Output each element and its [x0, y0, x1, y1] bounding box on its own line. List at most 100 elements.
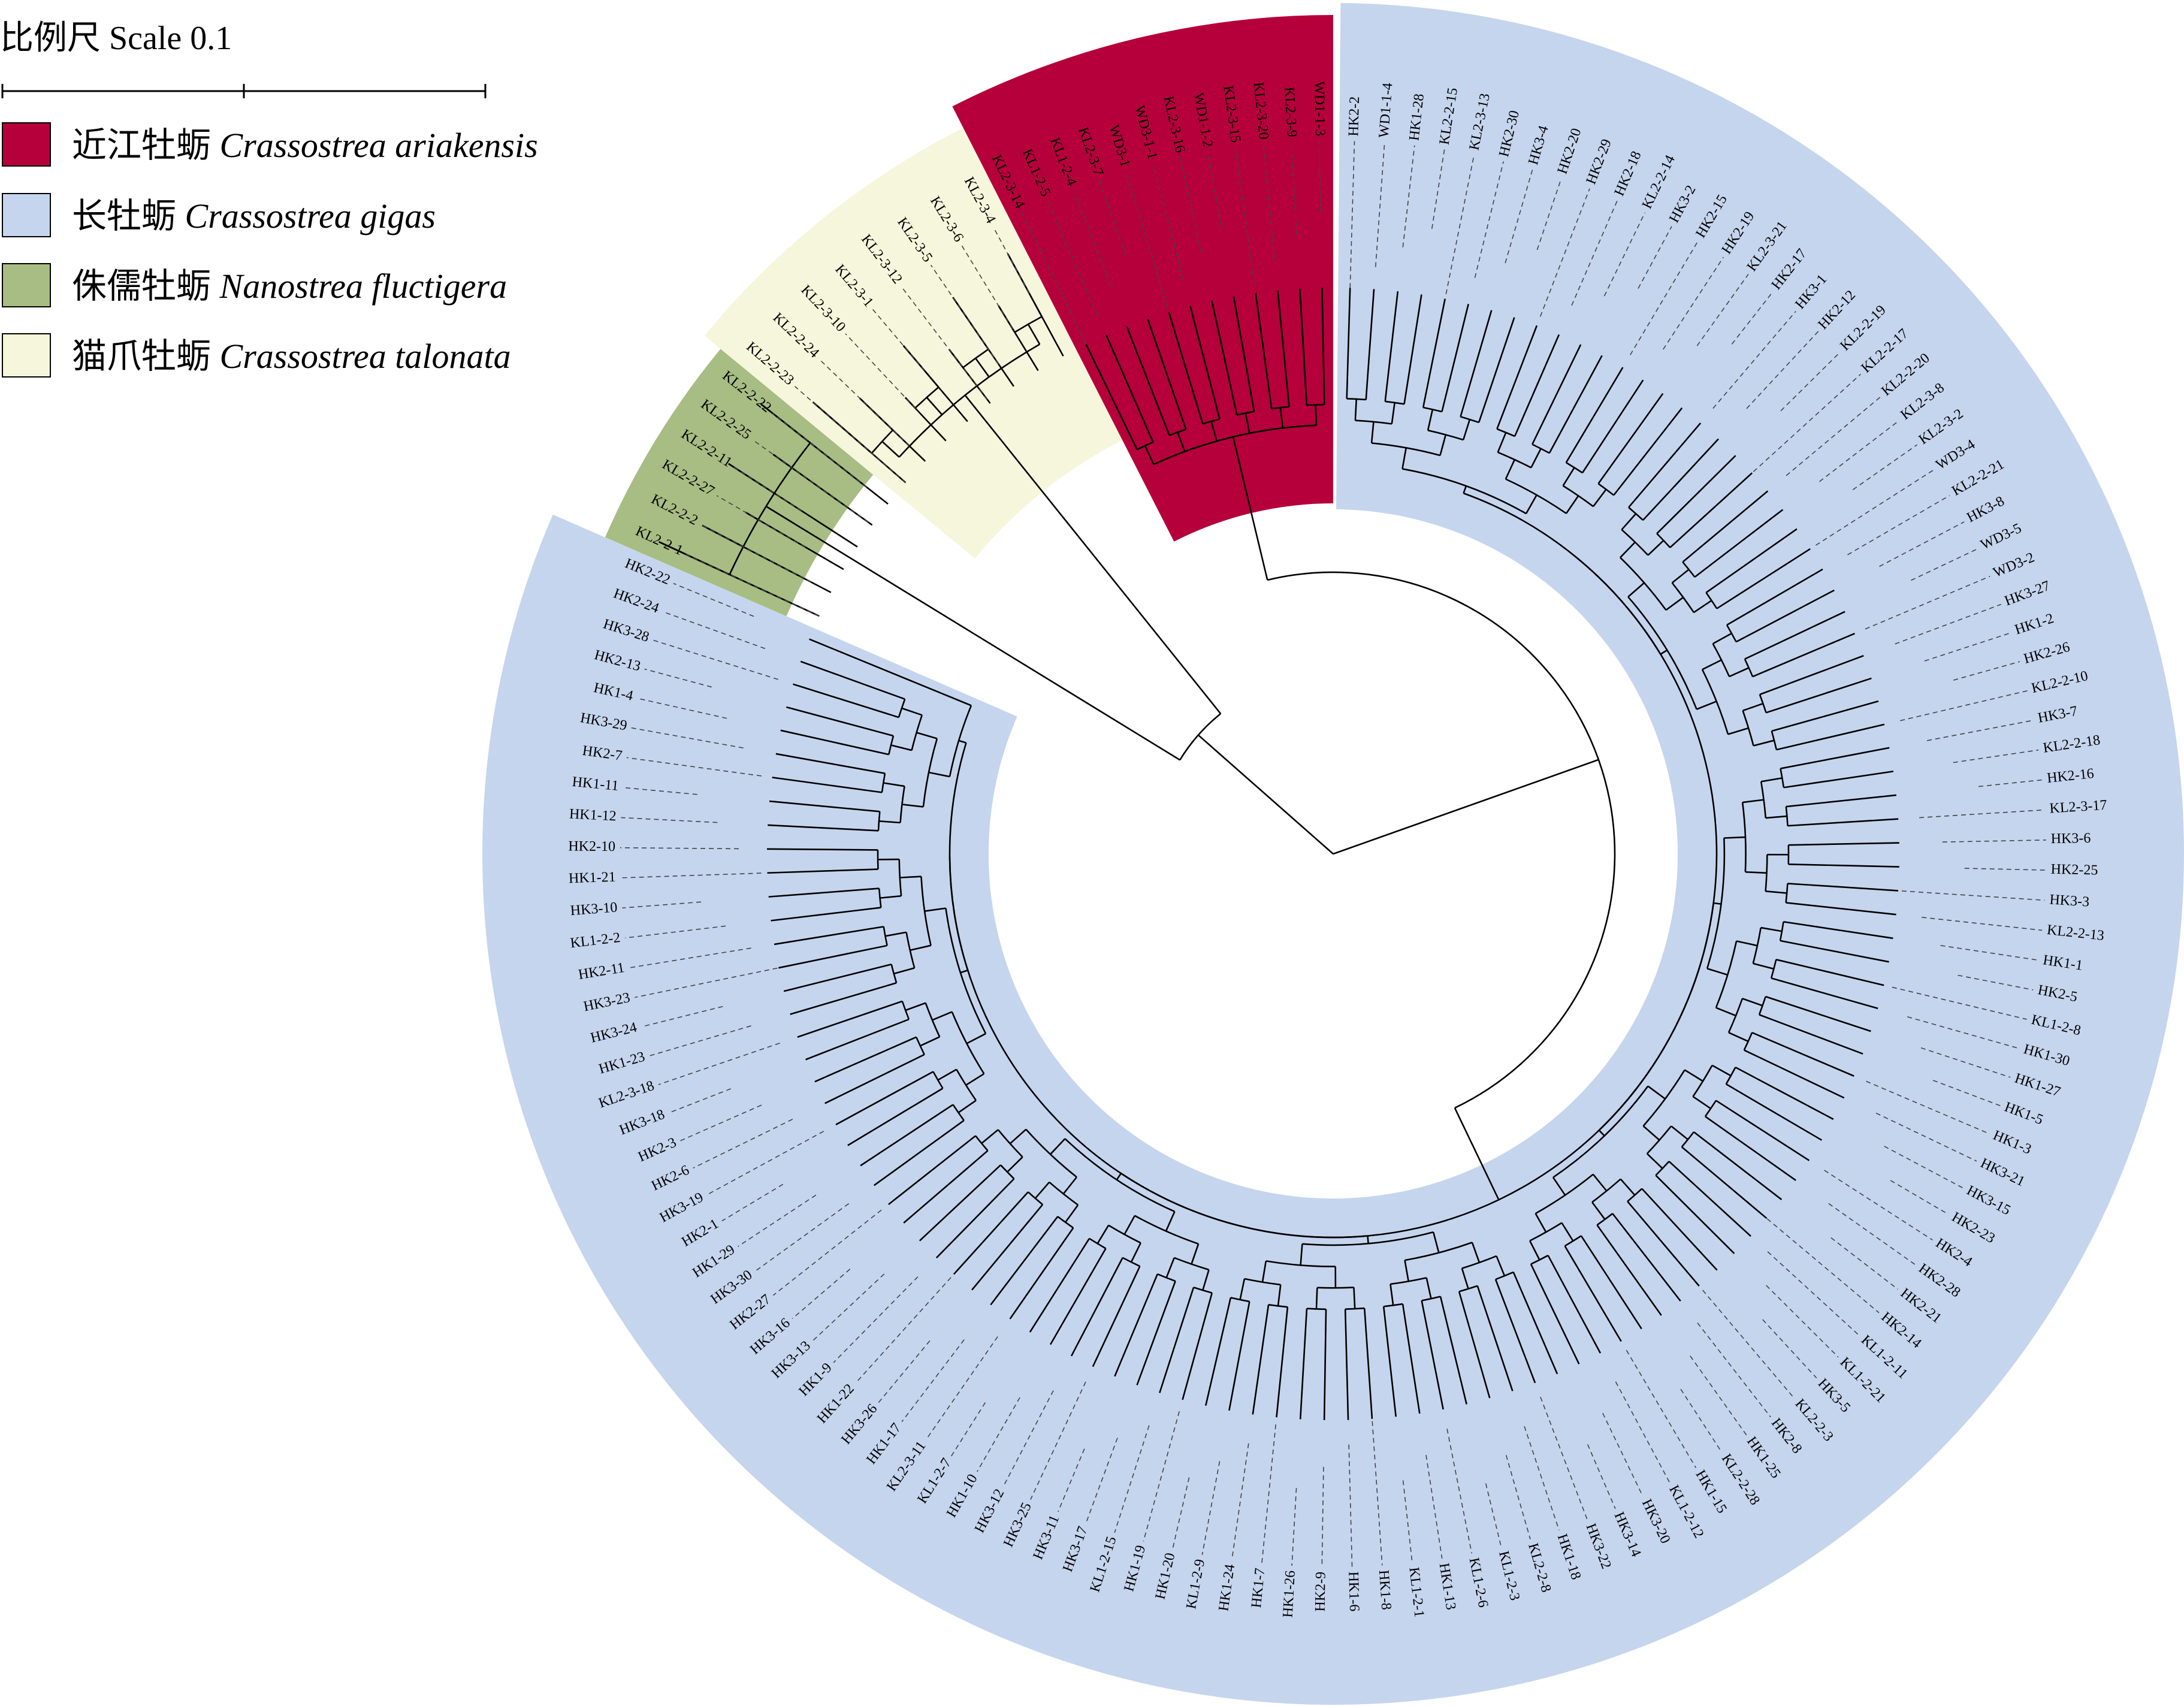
leaf-connector [772, 413, 868, 488]
fluctigera-stem [765, 505, 802, 529]
leaf-connector [1262, 144, 1275, 259]
gigas-branch [1530, 448, 1542, 469]
gigas-branch [901, 707, 923, 716]
backbone-stem-ft [1198, 734, 1316, 839]
gigas-branch [1647, 539, 1665, 556]
leaf-connector [1895, 603, 2002, 645]
gigas-tip-branch [1862, 794, 1897, 800]
leaf-connector [1425, 1454, 1443, 1559]
gigas-branch [1101, 1248, 1107, 1255]
leaf-label-gigas: HK1-6 [1345, 1571, 1362, 1611]
gigas-branch [1514, 428, 1519, 437]
gigas-branch [1427, 409, 1434, 431]
gigas-branch [1775, 959, 1814, 970]
gigas-tip-branch [778, 949, 869, 969]
gigas-branch [947, 1164, 1001, 1215]
leaf-connector [637, 698, 727, 719]
gigas-branch [802, 849, 878, 851]
gigas-branch [1655, 1174, 1697, 1216]
leaf-connector [1865, 576, 1990, 630]
gigas-tip-branch [1569, 1254, 1622, 1342]
leaf-connector [1630, 241, 1699, 355]
gigas-branch [1765, 995, 1811, 1012]
leaf-label-gigas: HK3-3 [2049, 892, 2090, 910]
gigas-branch-arc [1591, 1178, 1621, 1203]
leaf-connector [901, 286, 988, 400]
gigas-tip-branch [767, 848, 802, 850]
svg-text:侏儒牡蛎 Nanostr: 侏儒牡蛎 Nanostrea fluctigera [72, 267, 507, 306]
ariakensis-branch [1144, 445, 1155, 465]
leaf-connector [1114, 1425, 1150, 1533]
ariakensis-tip-branch [1211, 300, 1231, 385]
ariakensis-branch-arc [1137, 441, 1153, 451]
gigas-branch [1227, 1297, 1232, 1312]
gigas-tip-branch [1802, 1053, 1854, 1077]
leaf-connector [653, 639, 778, 680]
ariakensis-tip-branch [1189, 306, 1205, 359]
gigas-branch [1735, 1066, 1792, 1098]
gigas-tip-branch [1671, 438, 1719, 491]
gigas-branch [1531, 400, 1554, 445]
ariakensis-stem [1232, 436, 1244, 481]
gigas-tip-branch [1205, 1311, 1229, 1406]
gigas-branch-arc [1193, 1287, 1213, 1294]
gigas-branch [1765, 890, 1787, 894]
ariakensis-branch [1210, 421, 1218, 442]
leaf-connector [1746, 331, 1819, 409]
clade-wedges [482, 3, 2184, 1705]
gigas-branch-arc [1564, 1235, 1582, 1247]
leaf-label-gigas: HK2-25 [2050, 862, 2098, 878]
gigas-branch [1463, 485, 1467, 494]
gigas-branch [1552, 1177, 1566, 1196]
gigas-branch [1665, 596, 1684, 611]
gigas-branch-arc [1531, 443, 1550, 454]
ariakensis-branch [1195, 401, 1204, 424]
gigas-branch-arc [922, 738, 938, 807]
gigas-branch [1422, 385, 1428, 408]
gigas-branch [1787, 822, 1833, 827]
talonata-branch [902, 345, 940, 388]
gigas-tip-branch [1639, 1284, 1662, 1316]
gigas-tip-branch [1847, 908, 1896, 916]
leaf-connector [700, 524, 812, 583]
gigas-branch [1197, 1293, 1213, 1345]
gigas-branch [910, 1071, 934, 1085]
gigas-tip-branch [774, 935, 826, 946]
gigas-branch [1771, 977, 1778, 981]
gigas-branch [1461, 1268, 1469, 1290]
gigas-branch [1592, 1173, 1608, 1192]
leaf-connector [1942, 840, 2046, 843]
gigas-branch [1641, 1188, 1660, 1208]
gigas-branch [1363, 1308, 1367, 1329]
leaf-connector [1485, 1483, 1502, 1547]
leaf-connector [1766, 1218, 1880, 1314]
gigas-tip-branch [1456, 304, 1469, 351]
gigas-branch [1525, 494, 1537, 514]
gigas-branch [811, 887, 880, 895]
gigas-branch [1724, 836, 1746, 839]
gigas-branch [1315, 1287, 1318, 1309]
gigas-tip-branch [1706, 472, 1753, 515]
gigas-branch [1705, 1116, 1739, 1140]
gigas-tip-branch [1727, 528, 1798, 578]
gigas-branch-arc [1458, 1285, 1478, 1293]
gigas-tip-branch [1501, 317, 1515, 355]
ariakensis-branch [1134, 399, 1154, 443]
ariakensis-branch [1279, 407, 1284, 428]
leaf-connector [626, 757, 762, 777]
gigas-branch-arc [1620, 557, 1667, 611]
gigas-branch [1693, 600, 1712, 614]
gigas-tip-branch [1323, 1337, 1327, 1420]
gigas-branch [1534, 1213, 1547, 1233]
gigas-tip-branch [783, 976, 842, 992]
gigas-branch [1752, 671, 1764, 678]
leaf-connector [1964, 868, 2046, 871]
ariakensis-branch [1244, 413, 1250, 434]
gigas-branch-arc [1390, 1277, 1427, 1285]
gigas-tip-branch [768, 892, 812, 898]
leaf-connector [1402, 1480, 1413, 1563]
gigas-tip-branch [1763, 632, 1855, 673]
gigas-tip-branch [1412, 294, 1422, 351]
leaf-label-ariakensis: WD1-1-3 [1311, 81, 1328, 136]
gigas-tip-branch [1498, 1349, 1514, 1391]
